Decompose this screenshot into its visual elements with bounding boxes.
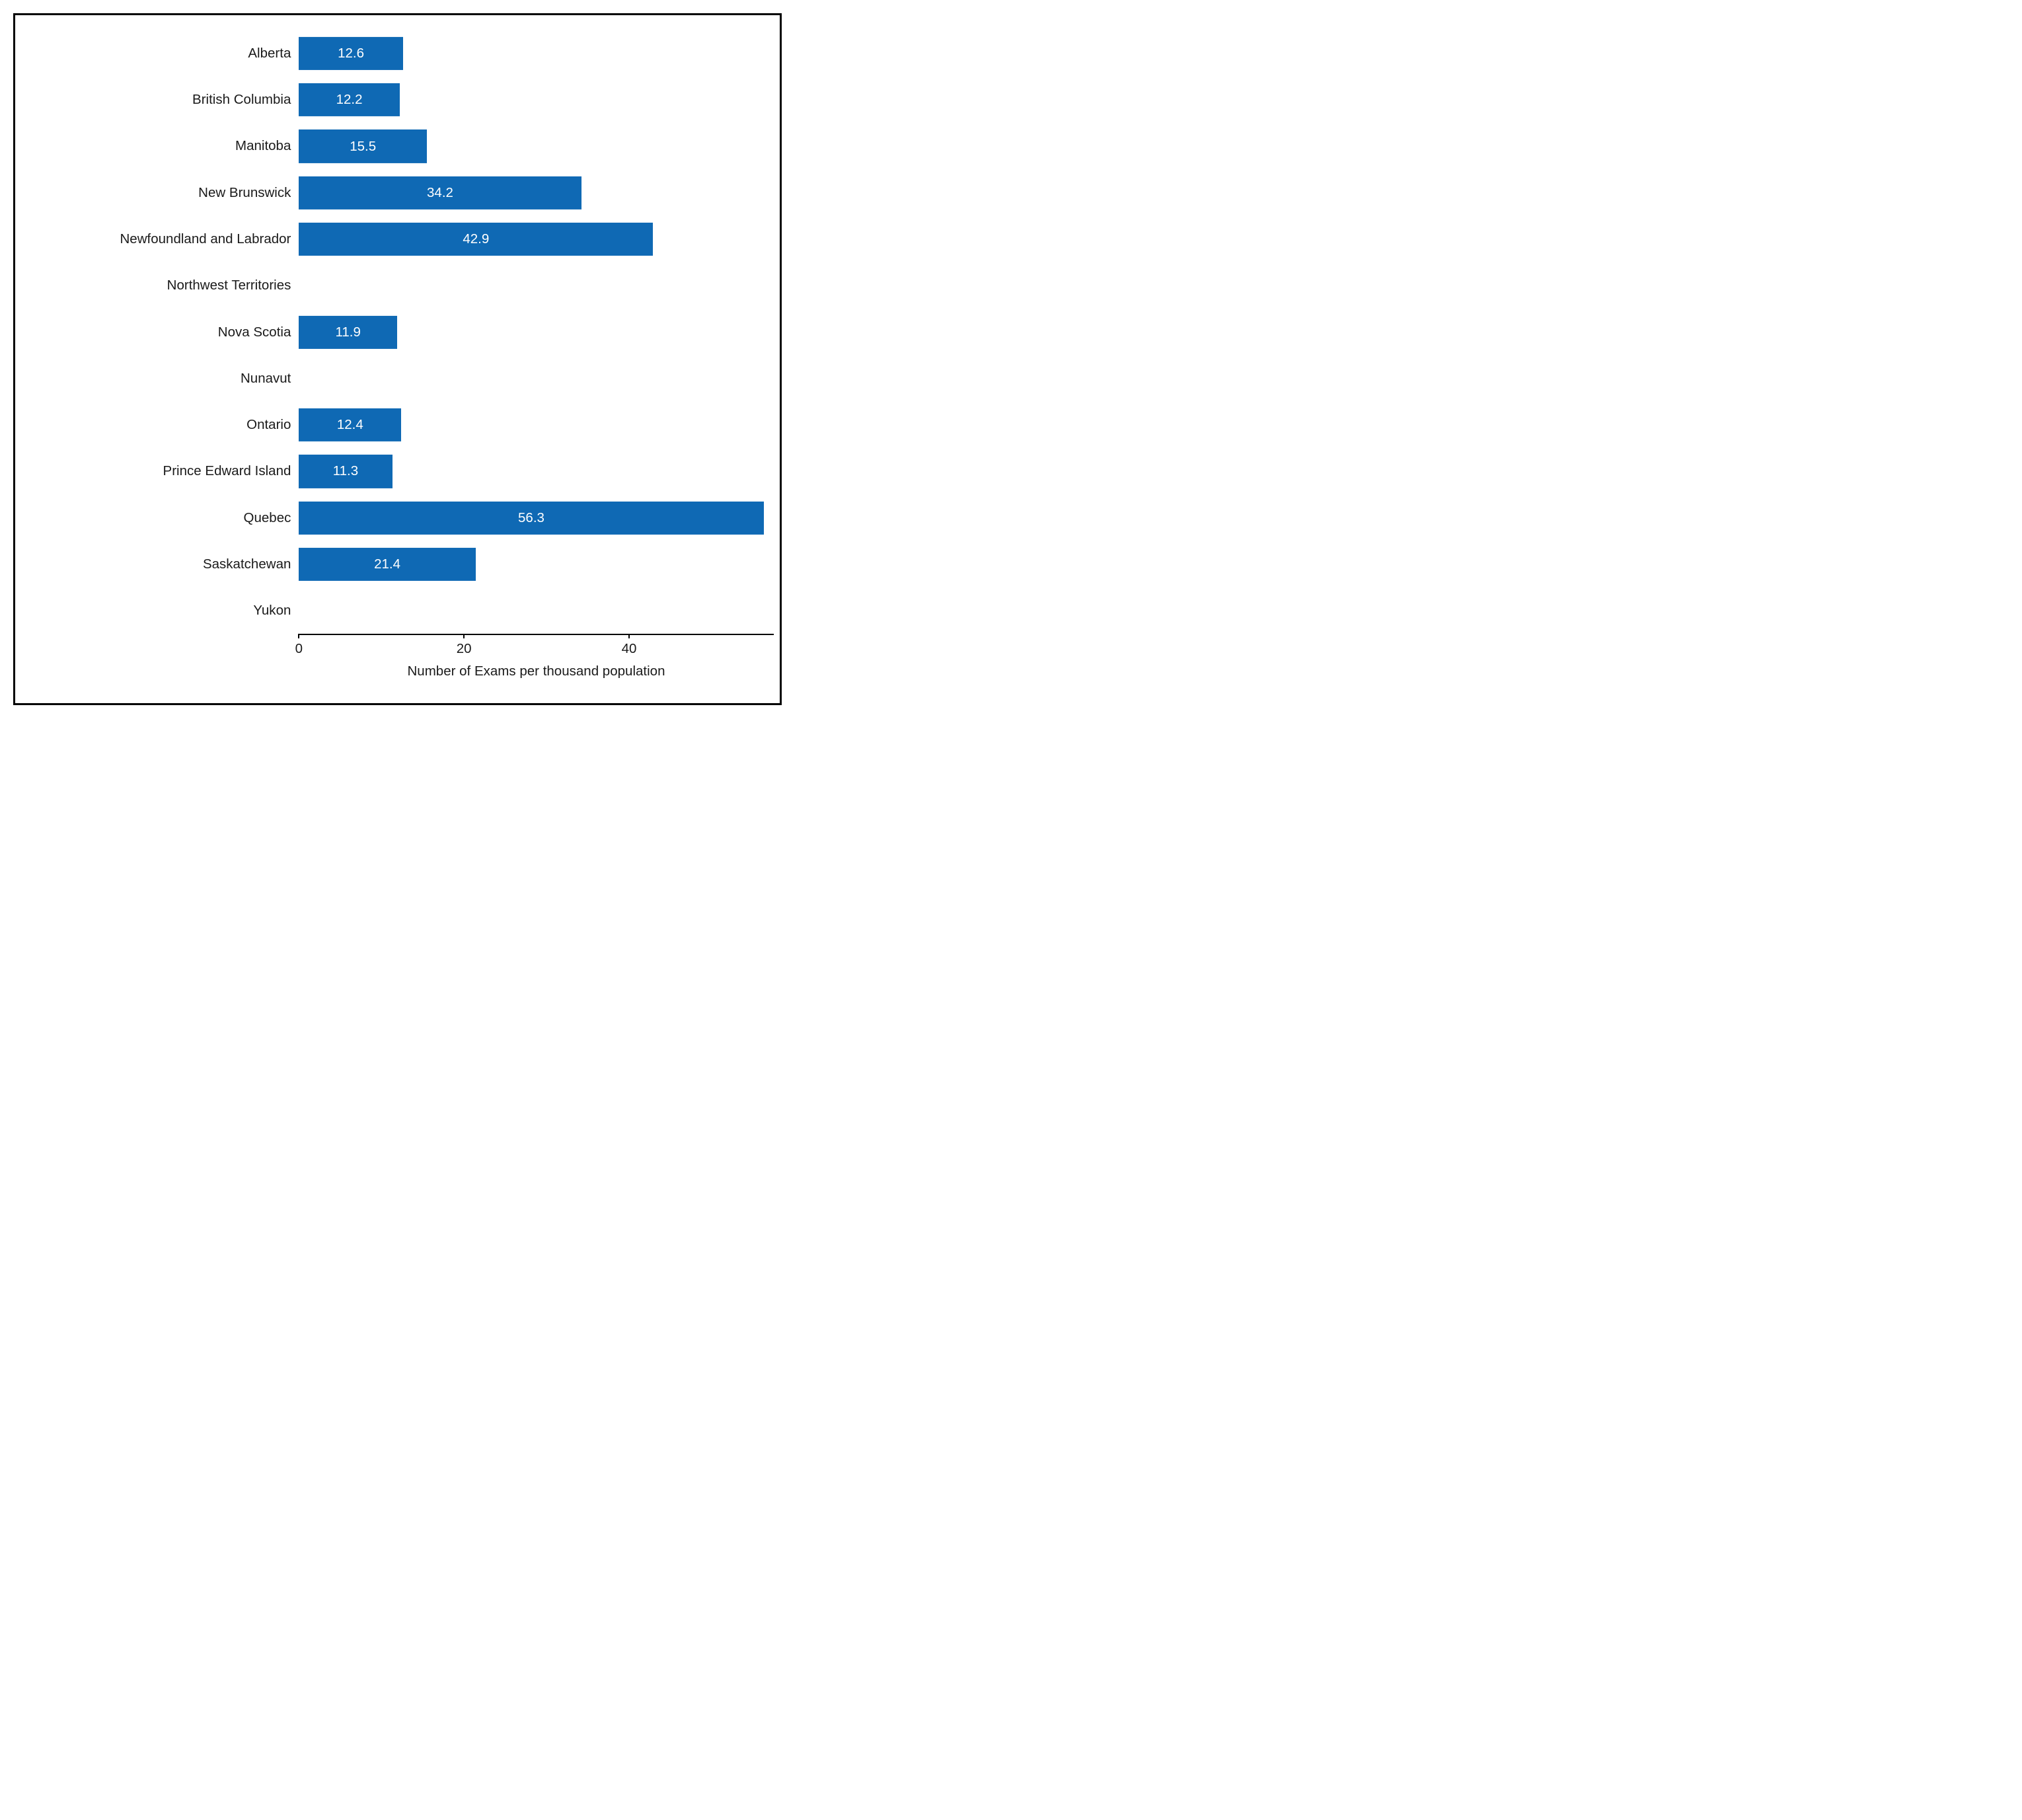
bar: 15.5 (299, 130, 427, 163)
bar-value-label: 56.3 (518, 510, 544, 526)
y-axis: Alberta British Columbia Manitoba New Bruns… (15, 30, 299, 634)
bar-value-label: 15.5 (350, 138, 376, 154)
bar: 11.3 (299, 455, 392, 488)
x-tick (463, 634, 465, 638)
plot-area: Alberta British Columbia Manitoba New Bruns… (15, 15, 780, 703)
bar-value-label: 12.6 (338, 46, 364, 61)
bars-area: 12.6 12.2 15.5 34.2 42.9 11.9 12.4 11.3 56.3 21.4 (299, 30, 773, 634)
y-axis-label: Prince Edward Island (163, 463, 291, 479)
bar-value-label: 42.9 (463, 231, 489, 247)
bar: 12.2 (299, 83, 399, 116)
y-axis-label: Saskatchewan (203, 556, 291, 572)
x-axis: 02040Number of Exams per thousand popula… (299, 634, 773, 706)
y-axis-label: Yukon (253, 603, 291, 619)
bar-value-label: 11.3 (333, 463, 358, 479)
bar: 56.3 (299, 502, 763, 535)
y-axis-label: Ontario (246, 417, 291, 433)
bar: 21.4 (299, 548, 475, 581)
y-axis-label: British Columbia (192, 92, 291, 108)
x-axis-line (299, 634, 773, 635)
bar-value-label: 21.4 (374, 556, 400, 572)
bar: 34.2 (299, 176, 581, 209)
y-axis-label: New Brunswick (198, 185, 291, 201)
y-axis-label: Nova Scotia (218, 324, 291, 340)
y-axis-label: Nunavut (241, 371, 291, 387)
x-tick-label: 40 (622, 641, 637, 657)
x-tick-label: 0 (295, 641, 303, 657)
bar: 11.9 (299, 315, 397, 348)
y-axis-label: Northwest Territories (167, 278, 291, 293)
bar-value-label: 34.2 (427, 185, 453, 201)
x-tick (298, 634, 299, 638)
chart-frame: Alberta British Columbia Manitoba New Bruns… (13, 13, 782, 705)
bar: 12.4 (299, 408, 401, 441)
y-axis-label: Manitoba (235, 138, 291, 154)
x-tick-label: 20 (457, 641, 472, 657)
bar: 12.6 (299, 37, 402, 70)
y-axis-label: Quebec (244, 510, 291, 526)
x-tick (628, 634, 630, 638)
x-axis-title: Number of Exams per thousand population (407, 664, 665, 679)
bar: 42.9 (299, 223, 653, 256)
bar-value-label: 12.4 (337, 417, 363, 433)
y-axis-label: Alberta (248, 46, 291, 61)
bar-value-label: 11.9 (335, 324, 360, 340)
y-axis-label: Newfoundland and Labrador (120, 231, 291, 247)
bar-value-label: 12.2 (336, 92, 363, 108)
